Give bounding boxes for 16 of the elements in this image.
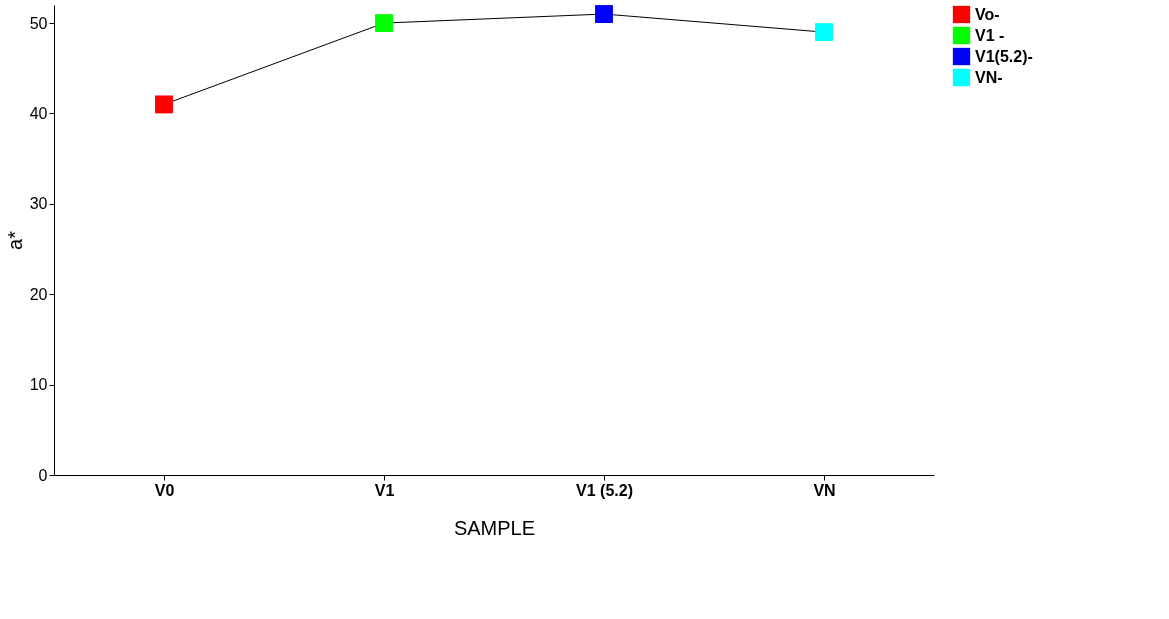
x-tick-label: VN xyxy=(813,481,836,499)
y-tick-label: 10 xyxy=(29,376,48,394)
y-tick-label: 20 xyxy=(29,285,48,303)
y-tick-label: 0 xyxy=(38,466,48,484)
y-tick-label: 30 xyxy=(29,195,48,213)
x-tick-label: V1 xyxy=(374,481,395,499)
x-tick-label: V0 xyxy=(154,481,175,499)
legend-label: V1 - xyxy=(975,26,1005,44)
legend-label: V1(5.2)- xyxy=(975,47,1033,65)
y-axis-title: a* xyxy=(3,230,26,250)
y-tick-label: 50 xyxy=(29,14,48,32)
legend-label: Vo- xyxy=(975,5,1000,23)
legend-label: VN- xyxy=(975,68,1003,86)
y-tick-label: 40 xyxy=(29,104,48,122)
x-tick-label: V1 (5.2) xyxy=(576,481,633,499)
x-axis-title: SAMPLE xyxy=(453,516,536,539)
